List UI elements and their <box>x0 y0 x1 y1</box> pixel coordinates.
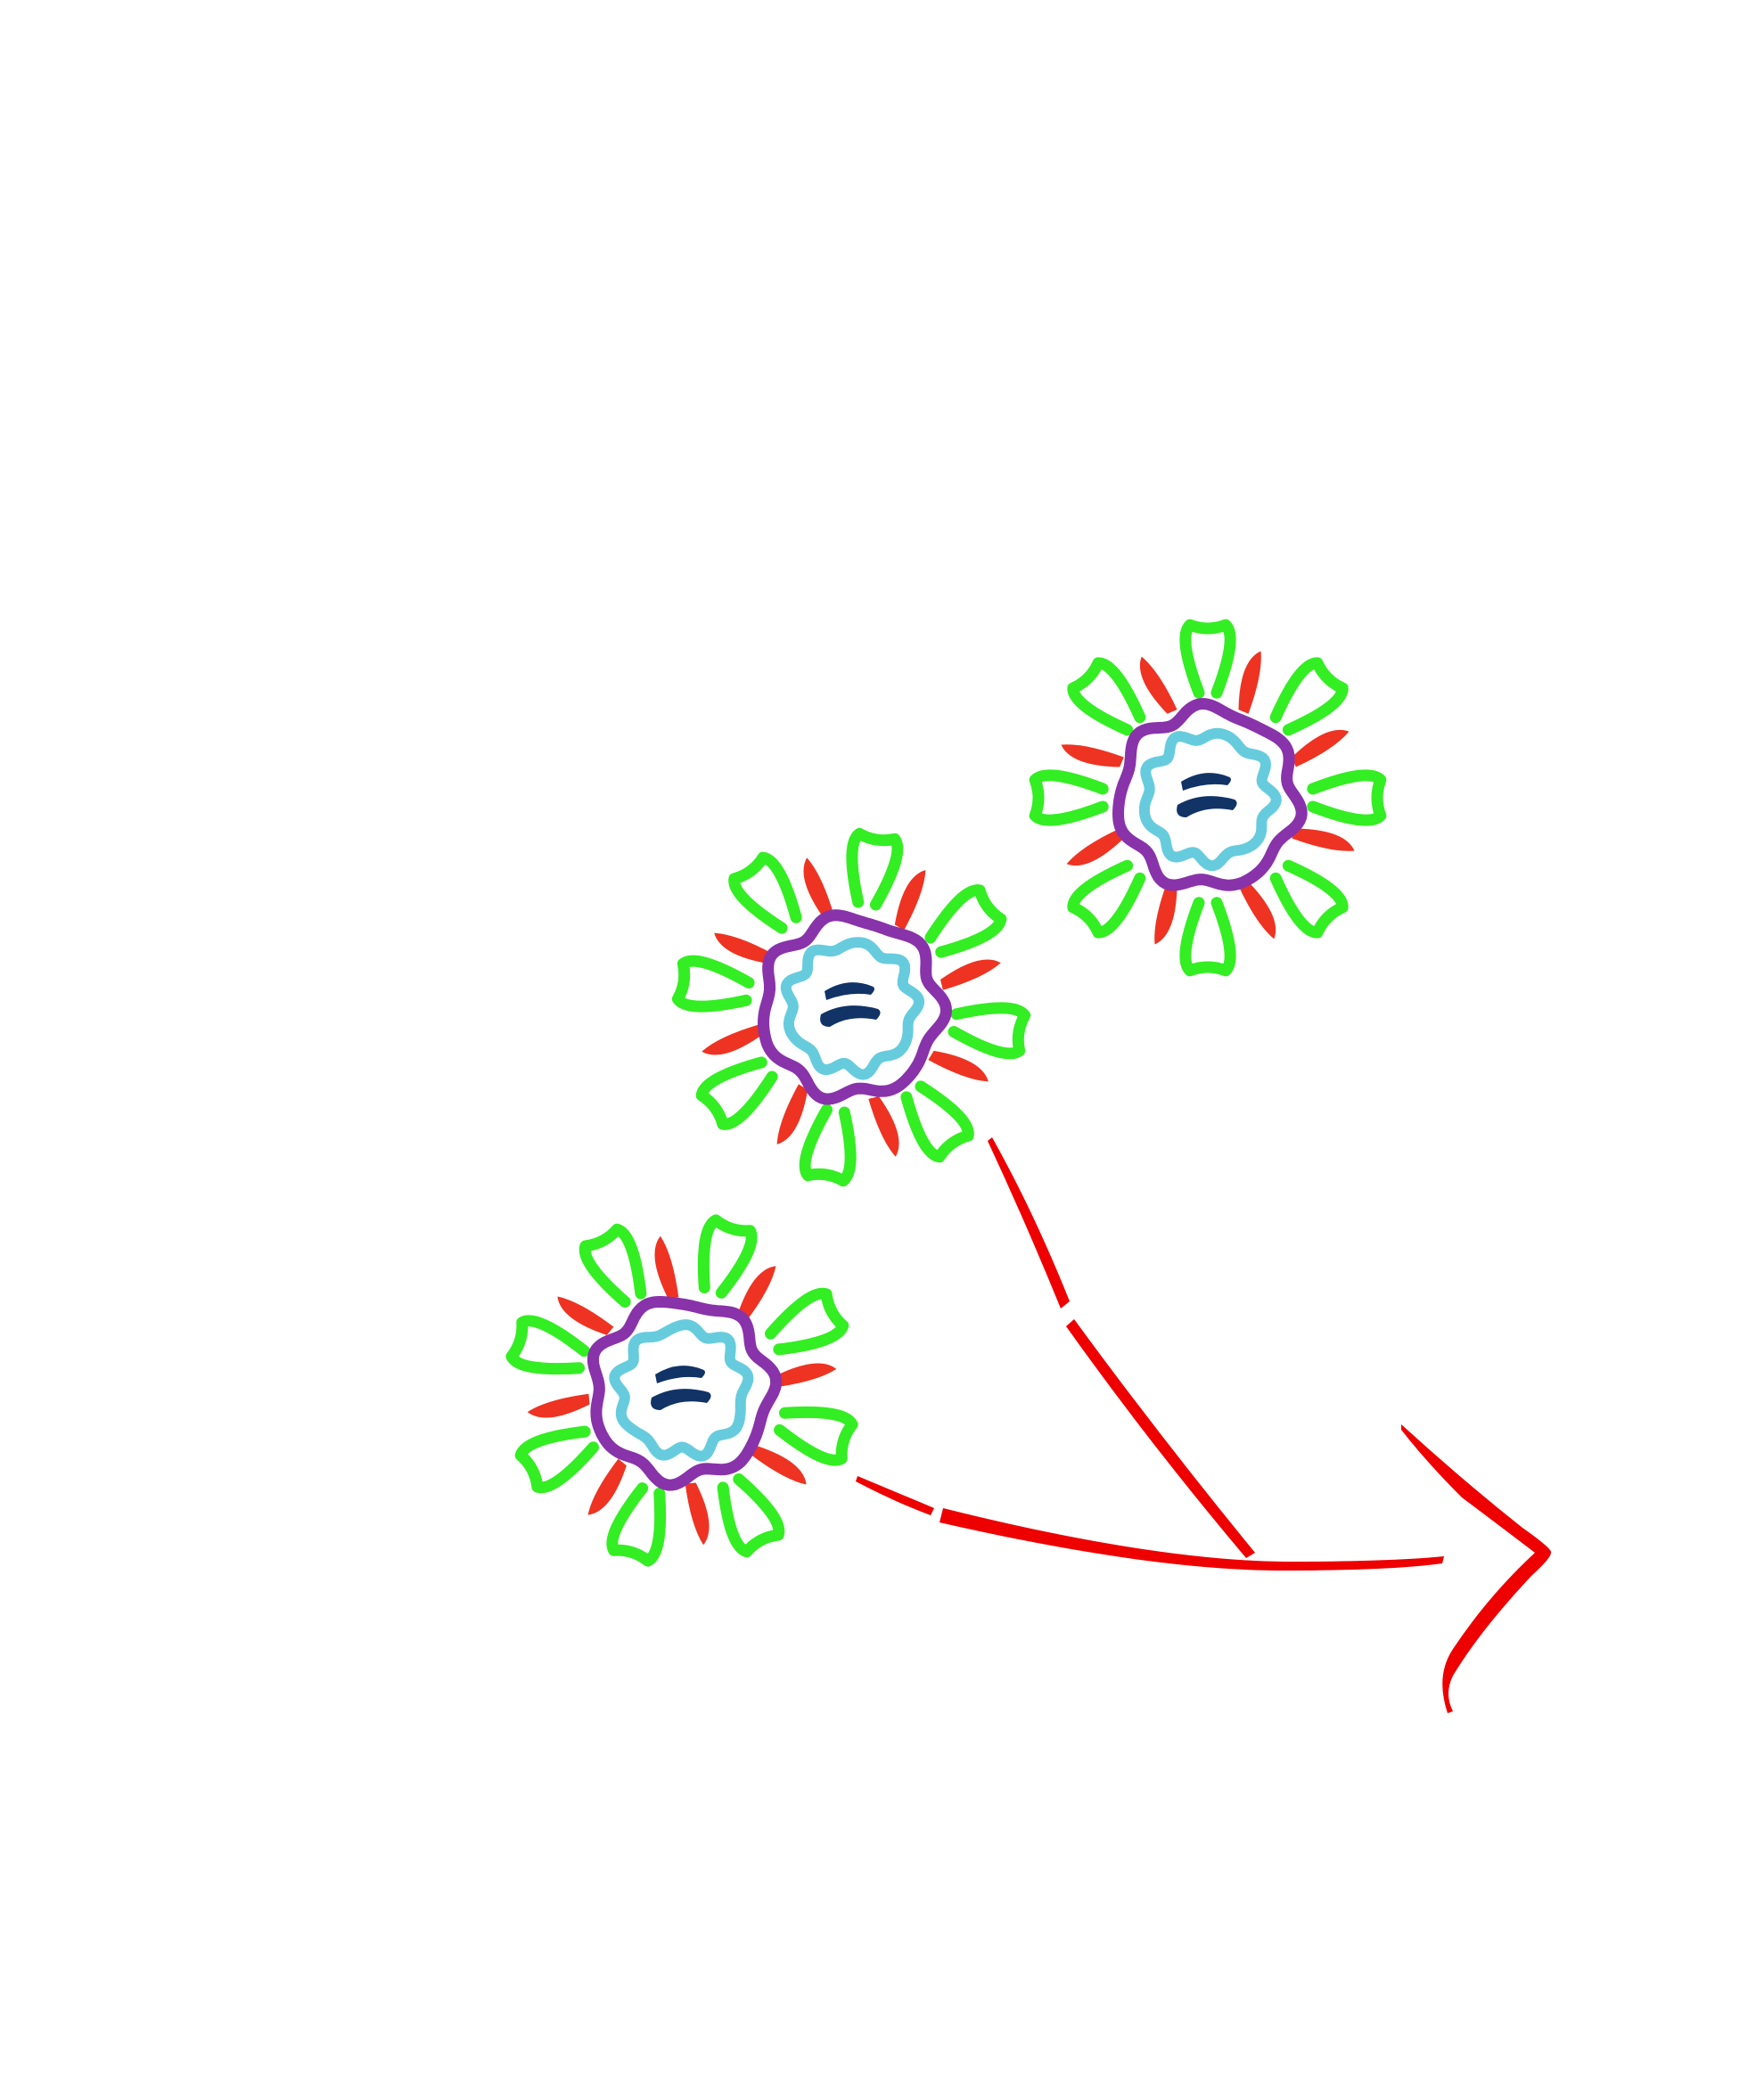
green-spike <box>1029 769 1109 826</box>
red-spike <box>702 1024 763 1055</box>
arrow-from-middle-particle-segment-1 <box>988 1137 1070 1308</box>
green-spike <box>924 884 1007 958</box>
red-spike <box>928 1050 989 1082</box>
red-spike <box>1066 828 1124 866</box>
green-spike <box>1269 859 1349 939</box>
red-spike <box>940 959 1001 990</box>
red-spike <box>714 932 775 964</box>
red-spike <box>654 1235 679 1299</box>
green-spike <box>578 1223 647 1308</box>
green-spike <box>505 1315 590 1375</box>
green-spike <box>846 827 904 911</box>
red-spike <box>1238 651 1261 714</box>
red-spike <box>737 1266 776 1323</box>
green-spike <box>1269 657 1349 736</box>
red-spike <box>527 1393 590 1418</box>
green-spike <box>1179 619 1236 699</box>
green-spike <box>1179 897 1236 977</box>
green-spike <box>774 1406 858 1466</box>
green-spike <box>948 1002 1031 1060</box>
green-spike <box>900 1080 974 1163</box>
arrow-from-bottom-particle-segment-2 <box>940 1508 1444 1571</box>
green-spike <box>1067 657 1146 736</box>
genome-core <box>651 1366 711 1410</box>
red-spike <box>557 1296 614 1335</box>
green-spike <box>1307 769 1387 826</box>
red-spike <box>750 1446 807 1485</box>
red-spike <box>587 1458 627 1515</box>
green-spike <box>799 1103 857 1187</box>
green-spike <box>728 851 802 934</box>
red-spike <box>776 1084 808 1144</box>
green-spike <box>514 1425 599 1494</box>
green-spike <box>695 1056 778 1130</box>
green-spike <box>697 1214 758 1299</box>
arrow-from-middle-particle-segment-2 <box>1066 1319 1255 1558</box>
red-spike <box>685 1482 710 1546</box>
red-spike <box>868 1095 899 1157</box>
arrow-from-bottom-particle-segment-1 <box>856 1476 934 1515</box>
red-spike <box>1061 744 1124 767</box>
green-spike <box>765 1287 849 1356</box>
red-spike <box>1139 656 1178 714</box>
virus-particle <box>505 1214 858 1567</box>
green-spike <box>1067 859 1146 939</box>
green-spike <box>671 955 755 1013</box>
red-spike <box>774 1363 837 1388</box>
green-spike <box>717 1473 785 1558</box>
genome-core <box>1177 773 1237 817</box>
merged-arrowhead <box>1401 1424 1552 1713</box>
arrows <box>856 1137 1552 1713</box>
green-spike <box>606 1482 667 1567</box>
virus-particle <box>671 827 1031 1187</box>
red-spike <box>1292 828 1355 851</box>
red-spike <box>803 857 834 919</box>
virus-particle <box>1029 619 1387 977</box>
red-spike <box>1154 882 1178 945</box>
genome-core <box>820 982 881 1027</box>
red-spike <box>1292 729 1350 767</box>
red-spike <box>1238 882 1276 939</box>
red-spike <box>894 870 926 931</box>
